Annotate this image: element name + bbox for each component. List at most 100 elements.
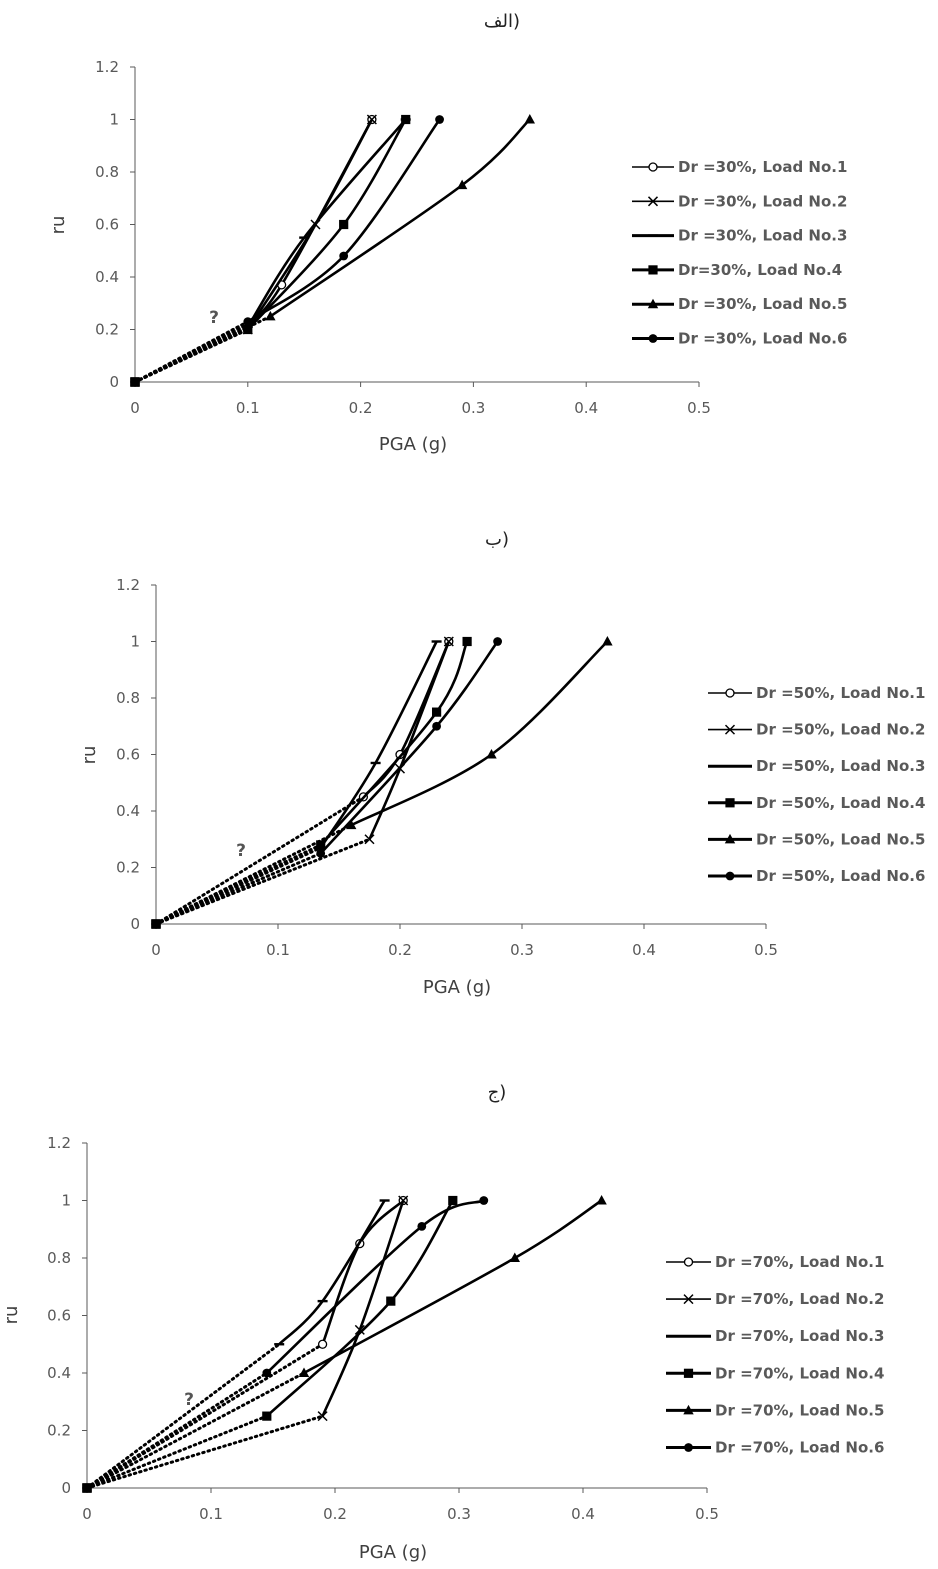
legend-marker (724, 833, 736, 844)
x-tick-label: 0.1 (266, 941, 290, 959)
y-tick-label: 0.8 (95, 163, 119, 181)
y-tick-label: 0.6 (95, 216, 119, 234)
x-tick-label: 0.2 (388, 941, 412, 959)
series-line (319, 640, 469, 846)
y-tick-label: 0.4 (95, 268, 119, 286)
legend-entry: Dr =30%, Load No.6 (632, 330, 847, 348)
legend-entry: Dr =50%, Load No.1 (708, 684, 925, 702)
series-dotted-segment (85, 1414, 269, 1490)
series-line (246, 118, 407, 331)
legend-label: Dr =50%, Load No.6 (756, 867, 925, 885)
legend-marker (683, 1404, 694, 1415)
legend-entry: Dr =30%, Load No.2 (632, 192, 847, 210)
legend-marker (725, 688, 735, 698)
data-point (435, 115, 444, 124)
y-tick-label: 0.6 (47, 1307, 71, 1325)
series-4 (151, 636, 472, 929)
x-tick-label: 0.3 (510, 941, 534, 959)
x-tick-label: 0.1 (199, 1505, 223, 1523)
series-line (319, 640, 499, 855)
chart-title: الف) (484, 11, 520, 32)
series-line (269, 118, 531, 318)
legend-entry: Dr =30%, Load No.3 (632, 227, 847, 245)
data-point (82, 1483, 92, 1493)
legend-marker (725, 871, 735, 881)
legend-entry: Dr =70%, Load No.2 (666, 1290, 884, 1308)
data-point (366, 114, 377, 125)
legend-label: Dr =30%, Load No.2 (678, 192, 847, 210)
data-point (130, 377, 140, 387)
legend-label: Dr =70%, Load No.6 (715, 1439, 884, 1457)
y-tick-label: 0.4 (47, 1364, 71, 1382)
data-point (443, 636, 454, 647)
series-5 (130, 114, 535, 387)
y-tick-label: 1.2 (116, 576, 140, 594)
series-6 (82, 1196, 489, 1493)
series-line (303, 1199, 603, 1375)
y-tick-label: 1.2 (47, 1134, 71, 1152)
x-tick-label: 0 (151, 941, 161, 959)
chart-title: ب) (485, 529, 509, 550)
legend-entry: Dr =70%, Load No.4 (666, 1364, 884, 1382)
legend-marker (683, 1257, 694, 1267)
data-point (432, 721, 441, 731)
data-point (317, 1411, 328, 1422)
legend-label: Dr =50%, Load No.4 (756, 794, 925, 812)
y-tick-label: 1 (130, 633, 140, 651)
x-tick-label: 0.5 (687, 399, 711, 417)
series-3 (130, 118, 411, 387)
data-point (479, 1196, 489, 1205)
x-tick-label: 0.2 (349, 399, 373, 417)
series-5 (82, 1195, 607, 1493)
series-1 (130, 114, 377, 387)
data-point (493, 637, 502, 646)
y-tick-label: 0.8 (116, 689, 140, 707)
series-line (265, 1199, 485, 1374)
legend-label: Dr =70%, Load No.1 (715, 1253, 884, 1271)
x-tick-label: 0.4 (574, 399, 598, 417)
series-dotted-segment (154, 795, 365, 926)
legend-entry: Dr=30%, Load No.4 (632, 261, 842, 279)
annotation-question-mark: ? (209, 308, 219, 328)
legend-entry: Dr =70%, Load No.6 (666, 1439, 884, 1457)
data-point (262, 1411, 272, 1421)
series-line (278, 1199, 386, 1346)
legend-marker (725, 798, 735, 808)
legend-marker (648, 265, 658, 275)
data-point (486, 749, 497, 759)
data-point (456, 179, 468, 190)
series-1 (151, 636, 454, 929)
series-dotted-segment (133, 314, 272, 384)
y-tick-label: 0.2 (95, 321, 119, 339)
legend-entry: Dr =50%, Load No.3 (708, 757, 925, 775)
legend-marker (648, 334, 658, 343)
legend-label: Dr=30%, Load No.4 (678, 261, 842, 279)
y-tick-label: 0.6 (116, 746, 140, 764)
series-dotted-segment (154, 851, 323, 926)
x-axis-label: PGA (g) (379, 434, 447, 455)
data-point (448, 1195, 458, 1206)
legend-label: Dr =70%, Load No.3 (715, 1327, 884, 1345)
legend-marker (648, 162, 658, 172)
data-point (346, 819, 357, 830)
data-point (596, 1195, 607, 1205)
legend-marker (684, 1443, 693, 1452)
y-tick-label: 0 (61, 1479, 71, 1497)
series-dotted-segment (154, 823, 353, 926)
data-point (602, 636, 613, 646)
series-2 (130, 114, 377, 387)
legend-entry: Dr =70%, Load No.5 (666, 1401, 884, 1419)
data-point (151, 919, 161, 929)
x-tick-label: 0.5 (754, 941, 778, 959)
series-2 (151, 636, 454, 929)
data-point (316, 840, 326, 850)
series-dotted-segment (85, 1414, 325, 1490)
legend: Dr =30%, Load No.1 Dr =30%, Load No.2 Dr =… (632, 158, 847, 348)
legend-marker (647, 196, 659, 207)
legend-entry: Dr =50%, Load No.6 (708, 867, 925, 885)
x-tick-label: 0 (130, 399, 140, 417)
series-line (368, 641, 451, 840)
legend-label: Dr =50%, Load No.5 (756, 830, 925, 848)
annotation-question-mark: ? (236, 841, 246, 861)
